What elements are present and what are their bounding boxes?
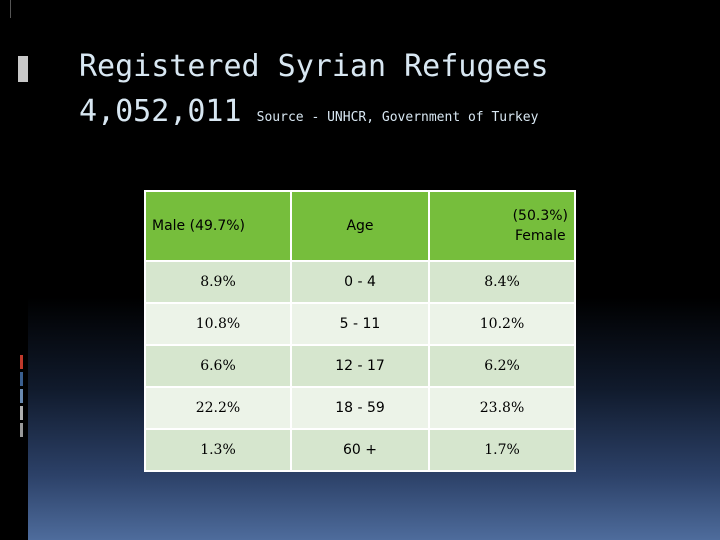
left-margin-bar [0, 0, 28, 540]
female-cell: 10.2% [428, 302, 576, 346]
female-cell: 6.2% [428, 344, 576, 388]
header-female-pct: (50.3%) [512, 208, 568, 224]
table-row: 22.2% 18 - 59 23.8% [144, 386, 576, 430]
table-row: 8.9% 0 - 4 8.4% [144, 260, 576, 304]
table-row: 10.8% 5 - 11 10.2% [144, 302, 576, 346]
age-cell: 0 - 4 [289, 260, 431, 304]
decorative-stripe [20, 355, 23, 369]
table-row: 6.6% 12 - 17 6.2% [144, 344, 576, 388]
male-cell: 6.6% [144, 344, 292, 388]
female-cell: 8.4% [428, 260, 576, 304]
age-cell: 5 - 11 [289, 302, 431, 346]
decorative-stripe [20, 406, 23, 420]
decorative-stripe [20, 423, 23, 437]
decorative-square [18, 56, 28, 82]
decorative-stripe [20, 372, 23, 386]
age-cell: 18 - 59 [289, 386, 431, 430]
header-female: (50.3%) Female [428, 190, 576, 262]
female-cell: 23.8% [428, 386, 576, 430]
source-note: Source - UNHCR, Government of Turkey [256, 110, 539, 125]
male-cell: 8.9% [144, 260, 292, 304]
table-row: 1.3% 60 + 1.7% [144, 428, 576, 472]
header-female-label: Female [514, 228, 566, 244]
age-cell: 12 - 17 [289, 344, 431, 388]
total-refugees-count: 4,052,011 [79, 94, 242, 129]
female-cell: 1.7% [428, 428, 576, 472]
male-cell: 10.8% [144, 302, 292, 346]
decorative-stripe [20, 389, 23, 403]
table-header-row: Male (49.7%) Age (50.3%) Female [144, 190, 576, 262]
decorative-line [10, 0, 11, 18]
age-cell: 60 + [289, 428, 431, 472]
slide-title: Registered Syrian Refugees [79, 49, 549, 84]
subtitle-line: 4,052,011 Source - UNHCR, Government of … [79, 92, 538, 132]
male-cell: 22.2% [144, 386, 292, 430]
demographics-table: Male (49.7%) Age (50.3%) Female 8.9% 0 -… [144, 190, 576, 472]
header-male: Male (49.7%) [144, 190, 292, 262]
header-age: Age [289, 190, 431, 262]
male-cell: 1.3% [144, 428, 292, 472]
